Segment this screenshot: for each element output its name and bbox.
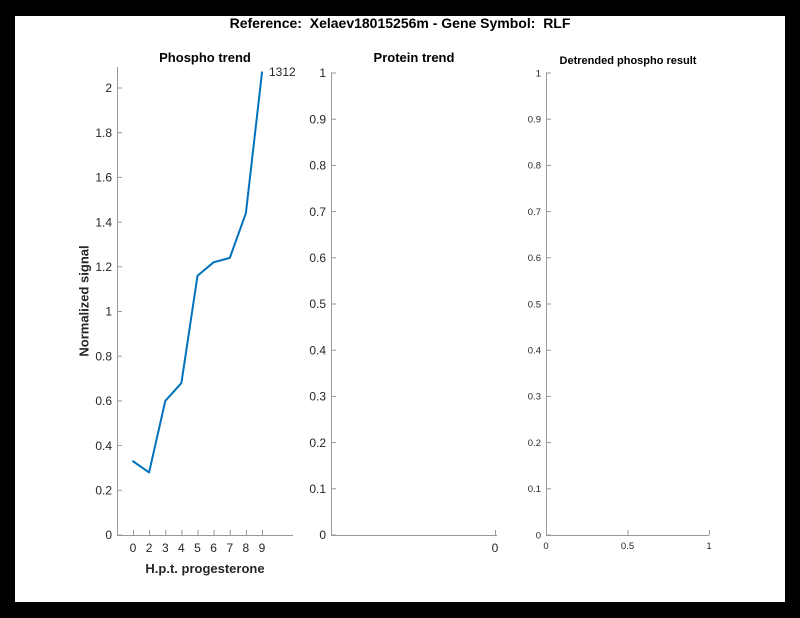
svg-text:0.1: 0.1 [528, 484, 541, 495]
svg-text:0.9: 0.9 [309, 112, 326, 126]
svg-text:0.4: 0.4 [528, 346, 541, 357]
svg-text:1.6: 1.6 [95, 171, 112, 185]
svg-text:0: 0 [536, 530, 541, 541]
svg-text:9: 9 [259, 541, 266, 555]
svg-text:0.7: 0.7 [309, 205, 326, 219]
detrended-phospho-plot: 0 0.1 0.2 0.3 0.4 0.5 0.6 0.7 0.8 0.9 1 0 0.5 1 [528, 68, 712, 552]
svg-text:0.2: 0.2 [528, 438, 541, 449]
svg-text:8: 8 [243, 541, 250, 555]
svg-text:0.9: 0.9 [528, 115, 541, 126]
svg-text:4: 4 [178, 541, 185, 555]
figure-canvas [15, 16, 785, 602]
svg-text:0.6: 0.6 [309, 251, 326, 265]
svg-text:0.2: 0.2 [309, 436, 326, 450]
svg-text:1: 1 [319, 66, 326, 80]
svg-text:0.8: 0.8 [95, 349, 112, 363]
svg-text:6: 6 [210, 541, 217, 555]
svg-text:0.8: 0.8 [528, 161, 541, 172]
svg-text:0.2: 0.2 [95, 484, 112, 498]
svg-text:0.7: 0.7 [528, 207, 541, 218]
svg-text:5: 5 [194, 541, 201, 555]
phospho-trend-plot: 00.20.40.60.811.21.41.61.820 2 3 4 5 6 7 8 9 [95, 67, 293, 555]
svg-text:0.3: 0.3 [309, 390, 326, 404]
svg-text:1: 1 [536, 68, 541, 79]
svg-text:0: 0 [319, 528, 326, 542]
svg-text:0: 0 [543, 541, 548, 552]
svg-text:0.4: 0.4 [95, 439, 112, 453]
svg-text:1: 1 [105, 305, 112, 319]
svg-text:0: 0 [130, 541, 137, 555]
svg-text:0.6: 0.6 [528, 253, 541, 264]
svg-text:0.5: 0.5 [621, 541, 634, 552]
svg-text:0: 0 [492, 541, 499, 555]
svg-text:0.6: 0.6 [95, 394, 112, 408]
phospho-trend-title: Phospho trend [159, 50, 251, 65]
svg-text:0.1: 0.1 [309, 482, 326, 496]
svg-text:1.4: 1.4 [95, 215, 112, 229]
y-axis-label: Normalized signal [76, 245, 92, 357]
svg-text:7: 7 [226, 541, 233, 555]
svg-text:2: 2 [105, 81, 112, 95]
svg-text:1.2: 1.2 [95, 260, 112, 274]
svg-text:0.8: 0.8 [309, 159, 326, 173]
svg-text:1: 1 [706, 541, 711, 552]
protein-trend-title: Protein trend [373, 50, 455, 65]
svg-text:0.5: 0.5 [309, 297, 326, 311]
svg-text:0.4: 0.4 [309, 343, 326, 357]
detrended-phospho-title: Detrended phospho result [559, 55, 697, 67]
figure-title: Reference: Xelaev18015256m - Gene Symbol… [229, 15, 571, 31]
svg-text:0: 0 [105, 528, 112, 542]
x-axis-label: H.p.t. progesterone [145, 561, 265, 576]
svg-text:3: 3 [162, 541, 169, 555]
svg-text:2: 2 [146, 541, 153, 555]
svg-text:1.8: 1.8 [95, 126, 112, 140]
svg-text:0.3: 0.3 [528, 392, 541, 403]
protein-trend-plot: 0 0.1 0.2 0.3 0.4 0.5 0.6 0.7 0.8 0.9 1 0 [309, 66, 498, 555]
peak-value-annotation: 1312 [269, 65, 296, 79]
svg-text:0.5: 0.5 [528, 299, 541, 310]
